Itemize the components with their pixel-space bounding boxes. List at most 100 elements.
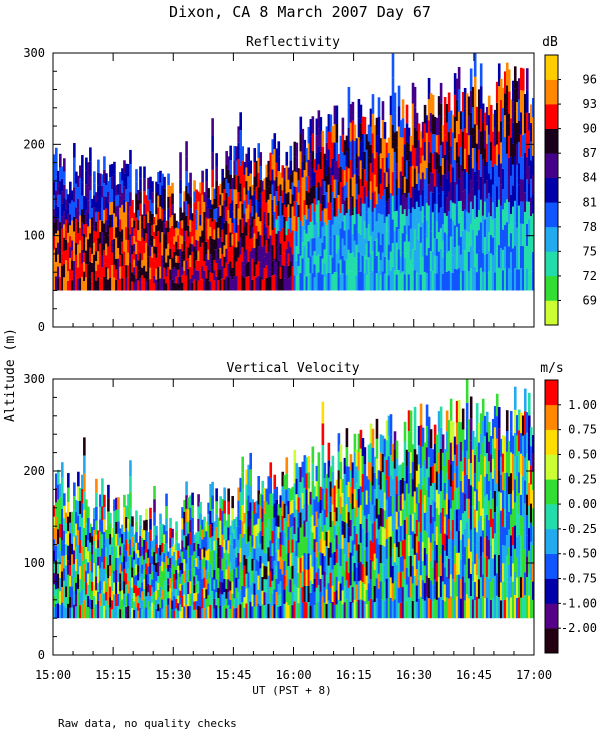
heatmap-cell [265,605,269,619]
heatmap-cell [375,578,379,599]
heatmap-cell [85,170,88,185]
heatmap-cell [459,539,463,560]
heatmap-cell [119,591,122,601]
heatmap-cell [369,144,373,164]
heatmap-cell [309,187,313,205]
heatmap-cell [209,510,212,525]
heatmap-cell [219,194,222,206]
heatmap-cell [361,600,365,619]
heatmap-cell [495,505,499,529]
heatmap-cell [225,276,228,291]
heatmap-cell [213,188,216,199]
heatmap-cell [507,202,511,225]
heatmap-cell [187,581,190,595]
heatmap-cell [203,597,206,609]
heatmap-cell [221,534,224,547]
x-tick-label: 16:45 [456,668,492,682]
heatmap-cell [409,493,413,515]
heatmap-cell [175,531,178,541]
heatmap-cell [89,147,92,162]
heatmap-cell [303,553,307,570]
heatmap-cell [199,583,202,595]
heatmap-cell [391,461,395,479]
heatmap-cell [107,235,110,247]
heatmap-cell [335,234,339,254]
heatmap-cell [425,425,429,448]
heatmap-cell [295,463,299,479]
vertical-velocity-heatmap [53,379,534,619]
heatmap-cell [297,587,301,604]
heatmap-cell [219,606,222,619]
heatmap-cell [237,592,240,606]
heatmap-cell [137,572,140,581]
heatmap-cell [105,582,108,592]
heatmap-cell [387,229,391,245]
heatmap-cell [423,477,427,496]
heatmap-cell [457,201,461,224]
heatmap-cell [271,605,275,619]
heatmap-cell [523,526,527,550]
heatmap-cell [437,431,441,453]
heatmap-cell [471,86,475,108]
heatmap-cell [419,274,423,291]
heatmap-cell [287,204,291,217]
heatmap-cell [309,592,313,606]
heatmap-cell [461,450,465,472]
heatmap-cell [357,470,361,490]
heatmap-cell [103,519,106,532]
heatmap-cell [239,562,242,577]
heatmap-cell [131,567,134,578]
heatmap-cell [461,111,465,132]
heatmap-cell [81,560,84,576]
heatmap-cell [201,242,204,255]
heatmap-cell [91,217,94,227]
heatmap-cell [53,181,56,196]
heatmap-cell [489,490,493,509]
heatmap-cell [343,260,347,276]
heatmap-cell [131,587,134,598]
heatmap-cell [283,603,287,619]
heatmap-cell [247,556,250,573]
heatmap-cell [289,605,293,619]
heatmap-cell [333,142,337,162]
heatmap-cell [177,603,180,611]
heatmap-cell [143,540,146,550]
heatmap-cell [135,266,138,279]
heatmap-cell [169,588,172,599]
heatmap-cell [397,167,401,189]
heatmap-cell [423,512,427,531]
heatmap-cell [323,153,327,168]
heatmap-cell [53,573,56,585]
heatmap-cell [107,498,110,512]
heatmap-cell [175,569,178,580]
heatmap-cell [191,542,194,556]
heatmap-cell [293,584,297,602]
heatmap-cell [63,530,66,544]
heatmap-cell [515,248,519,270]
heatmap-cell [181,212,184,221]
heatmap-cell [123,238,126,252]
heatmap-cell [289,540,293,554]
heatmap-cell [263,592,267,606]
heatmap-cell [269,180,273,195]
heatmap-cell [323,462,327,479]
heatmap-cell [521,179,525,202]
heatmap-cell [171,564,174,574]
heatmap-cell [325,517,329,532]
heatmap-cell [231,508,234,521]
heatmap-cell [179,276,182,291]
heatmap-cell [59,604,62,619]
heatmap-cell [107,191,110,203]
heatmap-cell [385,142,389,158]
heatmap-cell [249,238,253,252]
heatmap-cell [209,208,212,218]
heatmap-cell [519,245,523,269]
heatmap-cell [519,535,523,557]
heatmap-cell [387,537,391,558]
heatmap-cell [287,487,291,501]
heatmap-cell [203,557,206,568]
heatmap-cell [221,217,224,230]
colorbar-swatch [545,404,558,430]
heatmap-cell [367,496,371,515]
heatmap-cell [287,192,291,205]
